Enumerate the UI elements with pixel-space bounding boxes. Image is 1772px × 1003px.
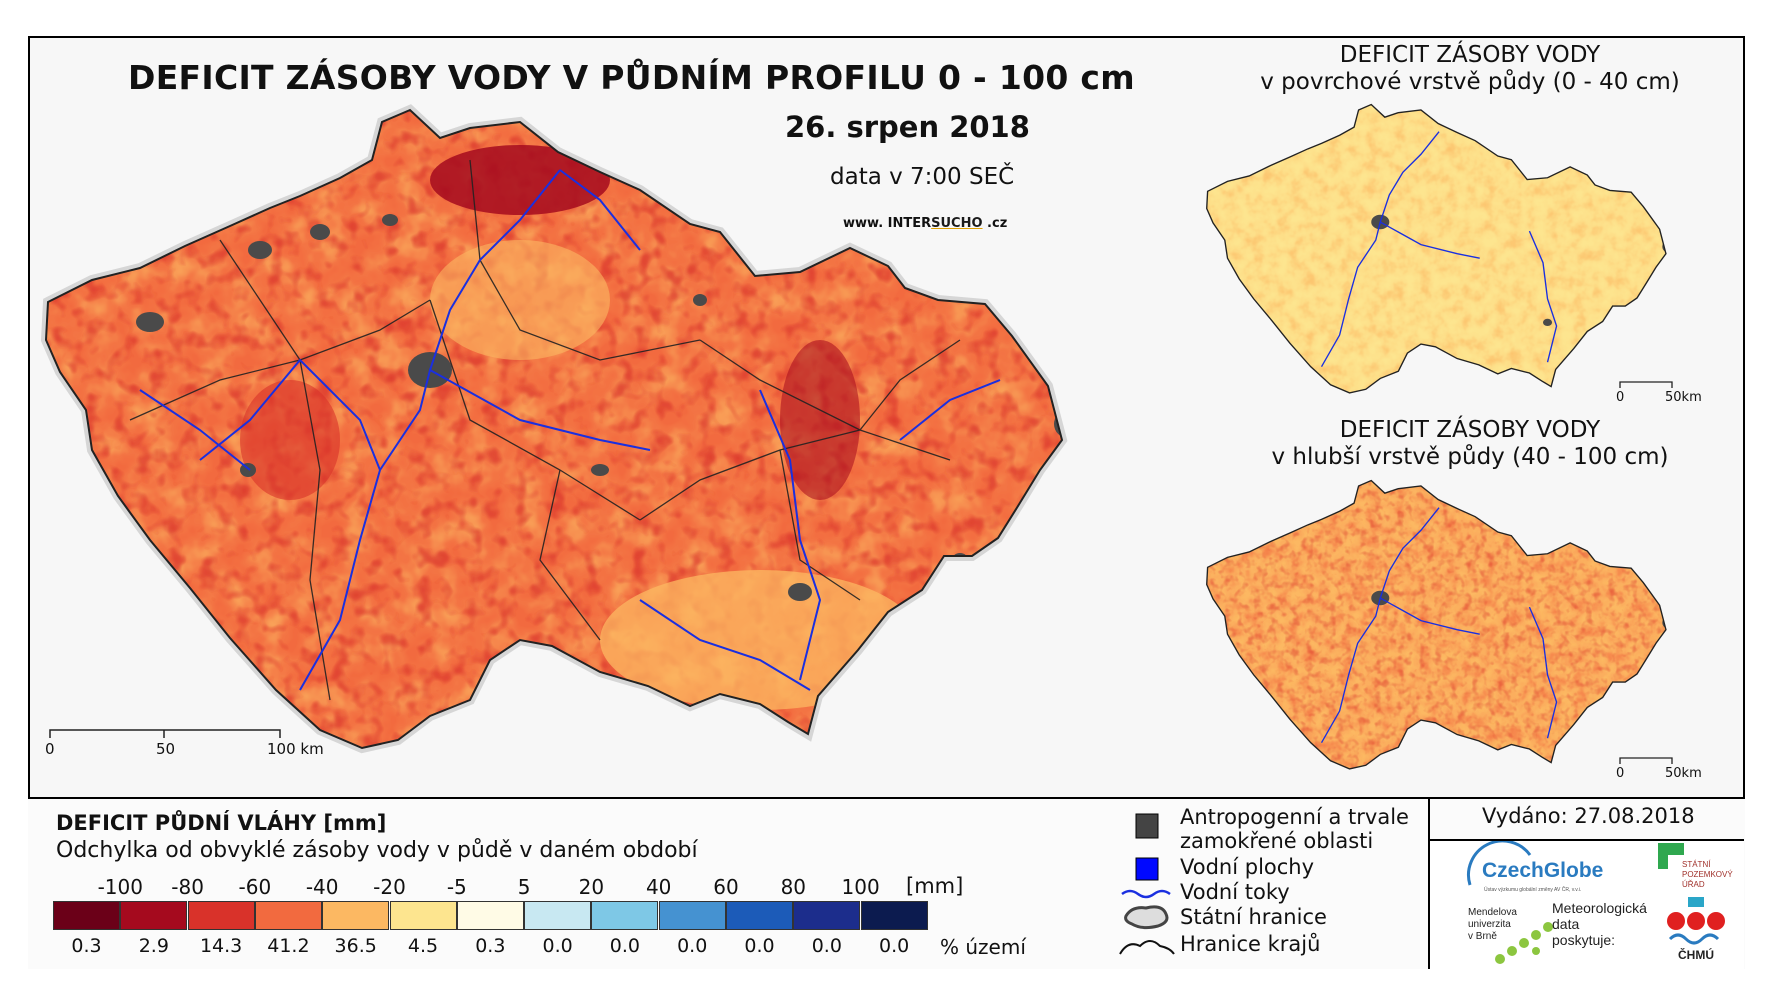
chmu-text: ČHMÚ <box>1678 947 1714 962</box>
website-link[interactable]: www. INTERSUCHO .cz <box>843 216 1008 231</box>
meteo-text-3: poskytuje: <box>1552 932 1615 948</box>
main-title: DEFICIT ZÁSOBY VODY V PŮDNÍM PROFILU 0 -… <box>128 58 1135 97</box>
sub-map-surface <box>1206 103 1667 394</box>
czechglobe-logo: CzechGlobe <box>1482 859 1603 882</box>
sub-scale-bottom-0: 0 <box>1616 766 1625 781</box>
spu-text-1: STÁTNÍ <box>1682 860 1711 869</box>
legend-threshold-label: 40 <box>645 875 672 899</box>
legend-threshold-label: -60 <box>238 875 272 899</box>
legend-unit: [mm] <box>906 874 964 898</box>
legend-class-percent: 0.0 <box>878 935 910 957</box>
legend-threshold-label: -20 <box>373 875 406 899</box>
scale-label-50: 50 <box>156 740 176 758</box>
symbol-region-border: Hranice krajů <box>1180 932 1321 956</box>
legend-class-percent: 41.2 <box>267 935 310 957</box>
scale-label-0: 0 <box>45 740 55 758</box>
scale-label-100: 100 km <box>267 740 324 758</box>
legend-class-percent: 0.0 <box>811 935 842 957</box>
legend-threshold-label: -80 <box>171 875 204 899</box>
mendel-text-3: v Brně <box>1468 931 1497 942</box>
meteo-text-2: data <box>1552 916 1579 932</box>
legend-threshold-label: 80 <box>780 875 807 899</box>
legend-class-swatch <box>591 901 659 930</box>
legend-class-swatch <box>53 901 120 930</box>
symbol-icons <box>1119 813 1175 955</box>
logos-graphics: CzechGlobe Ústav výzkumu globální změny … <box>1466 841 1733 964</box>
mendel-dots-icon <box>1495 922 1553 964</box>
legend-threshold-label: -5 <box>446 875 467 899</box>
legend-class-swatch <box>120 901 188 930</box>
mendel-text-1: Mendelova <box>1468 907 1517 918</box>
urban-swatch-icon <box>1135 813 1159 839</box>
map-date: 26. srpen 2018 <box>785 110 1030 144</box>
logos-panel: CzechGlobe Ústav výzkumu globální změny … <box>1428 841 1744 969</box>
legend-class-percent: 0.3 <box>475 935 506 957</box>
mendel-text-2: univerzita <box>1468 919 1511 930</box>
main-scale-bar <box>49 729 281 738</box>
legend-class-percent: 0.0 <box>542 935 573 957</box>
main-map <box>40 100 1082 760</box>
legend-threshold-label: 100 <box>841 875 880 899</box>
legend-class-swatch <box>389 901 457 930</box>
legend-threshold-label: -100 <box>97 875 143 899</box>
symbol-anthropogenic-1: Antropogenní a trvale <box>1180 805 1409 829</box>
czechglobe-sub: Ústav výzkumu globální změny AV ČR, v.v.… <box>1484 886 1581 893</box>
legend-percent-label: % území <box>940 935 1026 959</box>
legend-class-percent: 2.9 <box>138 935 169 957</box>
issued-box <box>1428 799 1744 841</box>
symbol-rivers: Vodní toky <box>1180 880 1290 904</box>
symbol-state-border: Státní hranice <box>1180 905 1327 929</box>
legend-class-percent: 0.3 <box>71 935 102 957</box>
legend-class-percent: 4.5 <box>407 935 439 957</box>
legend-class-swatch <box>456 901 524 930</box>
legend-class-swatch <box>322 901 390 930</box>
data-time: data v 7:00 SEČ <box>830 164 1015 190</box>
spu-text-3: ÚŘAD <box>1682 880 1705 889</box>
river-line-icon <box>1121 889 1171 899</box>
legend-class-swatch <box>187 901 255 930</box>
legend-threshold-label: -40 <box>305 875 339 899</box>
legend-class-percent: 0.0 <box>609 935 640 957</box>
issued-date: Vydáno: 27.08.2018 <box>1482 804 1695 828</box>
legend-class-swatch <box>860 901 928 930</box>
legend-class-swatch <box>254 901 322 930</box>
legend-threshold-label: 60 <box>713 875 739 899</box>
legend-class-swatch <box>524 901 592 930</box>
sub-map-deep-title: DEFICIT ZÁSOBY VODY v hlubší vrstvě půdy… <box>1271 417 1669 470</box>
sub-map-deep <box>1206 479 1667 770</box>
state-border-icon <box>1124 905 1169 930</box>
legend-heading: DEFICIT PŮDNÍ VLÁHY [mm] <box>56 811 387 835</box>
legend-class-swatch <box>726 901 793 930</box>
water-body-swatch-icon <box>1135 857 1159 881</box>
legend-threshold-label: 5 <box>517 875 531 899</box>
symbol-water-bodies: Vodní plochy <box>1180 855 1315 879</box>
legend-class-swatch <box>658 901 726 930</box>
meteo-text-1: Meteorologická <box>1552 900 1647 916</box>
legend-class-percent: 0.0 <box>677 935 708 957</box>
legend-threshold-label: 20 <box>578 875 605 899</box>
spu-text-2: POZEMKOVÝ <box>1682 870 1733 879</box>
legend-class-percent: 14.3 <box>199 935 243 957</box>
sub-scale-top-50: 50km <box>1665 390 1702 405</box>
czechglobe-arc-icon <box>1466 841 1532 886</box>
sub-scale-bottom-50: 50km <box>1665 766 1702 781</box>
sub-scale-top-0: 0 <box>1616 390 1625 405</box>
region-border-icon <box>1119 940 1175 955</box>
legend-class-swatch <box>793 901 861 930</box>
symbol-anthropogenic-2: zamokřené oblasti <box>1180 829 1374 853</box>
sub-map-surface-title: DEFICIT ZÁSOBY VODY v povrchové vrstvě p… <box>1260 42 1680 95</box>
chmu-logo-icon <box>1688 897 1704 907</box>
legend-class-percent: 36.5 <box>334 935 377 957</box>
sub-scale-bar-top <box>1619 381 1673 388</box>
legend-subheading: Odchylka od obvyklé zásoby vody v půdě v… <box>56 838 698 863</box>
legend-class-percent: 0.0 <box>744 935 775 957</box>
sub-scale-bar-bottom <box>1619 757 1673 764</box>
